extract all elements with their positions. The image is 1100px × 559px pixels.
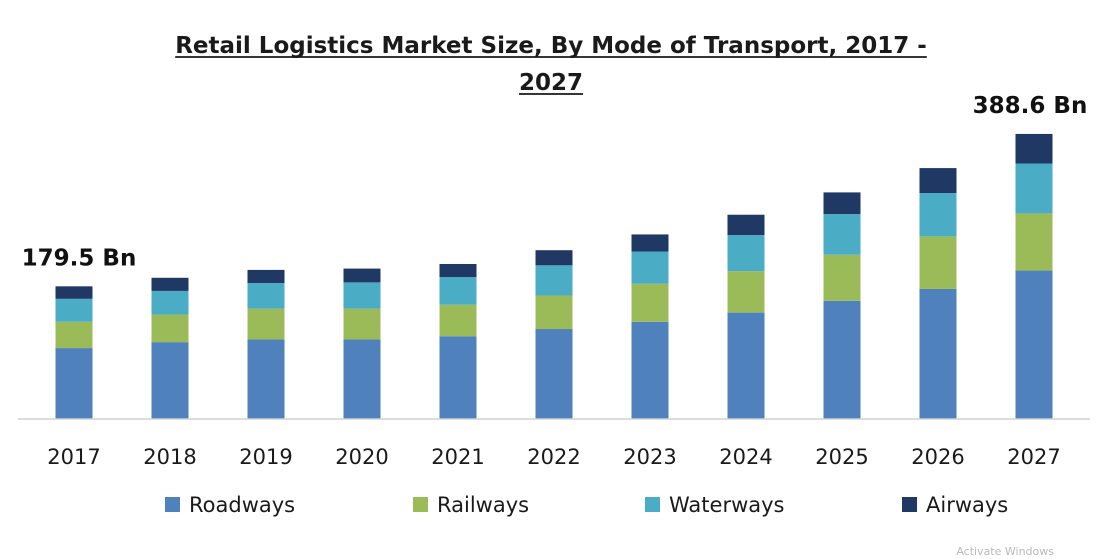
x-tick-2021: 2021 xyxy=(431,445,484,469)
bar-roadways-2023 xyxy=(631,321,669,419)
legend-swatch-airways xyxy=(902,497,917,512)
bar-waterways-2018 xyxy=(151,290,189,315)
bar-roadways-2022 xyxy=(535,329,573,419)
bar-airways-2018 xyxy=(151,277,189,291)
x-tick-2023: 2023 xyxy=(623,445,676,469)
chart-title: Retail Logistics Market Size, By Mode of… xyxy=(175,33,927,96)
bar-roadways-2020 xyxy=(343,339,381,419)
bar-airways-2022 xyxy=(535,250,573,266)
bar-railways-2021 xyxy=(439,304,477,337)
watermark: Activate Windows xyxy=(956,545,1054,558)
x-tick-2019: 2019 xyxy=(239,445,292,469)
bar-railways-2017 xyxy=(55,321,93,349)
x-tick-2020: 2020 xyxy=(335,445,388,469)
data-labels: 179.5 Bn 388.6 Bn xyxy=(22,93,1088,271)
legend-label-roadways: Roadways xyxy=(189,493,295,517)
bar-waterways-2021 xyxy=(439,277,477,305)
chart-title-line-1: Retail Logistics Market Size, By Mode of… xyxy=(175,33,927,59)
chart-title-line-2: 2027 xyxy=(519,70,583,96)
bar-waterways-2024 xyxy=(727,235,765,272)
x-tick-2026: 2026 xyxy=(911,445,964,469)
legend-item-roadways: Roadways xyxy=(165,493,295,517)
bar-roadways-2019 xyxy=(247,339,285,419)
bar-roadways-2024 xyxy=(727,312,765,419)
bar-railways-2025 xyxy=(823,254,861,301)
x-tick-2025: 2025 xyxy=(815,445,868,469)
bar-waterways-2020 xyxy=(343,282,381,309)
bar-railways-2020 xyxy=(343,308,381,340)
bar-railways-2024 xyxy=(727,271,765,313)
x-tick-2017: 2017 xyxy=(47,445,100,469)
legend-item-waterways: Waterways xyxy=(645,493,785,517)
bars xyxy=(55,133,1053,419)
bar-waterways-2017 xyxy=(55,298,93,322)
legend-swatch-roadways xyxy=(165,497,180,512)
bar-railways-2026 xyxy=(919,236,957,289)
legend-swatch-railways xyxy=(413,497,428,512)
bar-airways-2023 xyxy=(631,234,669,252)
bar-airways-2027 xyxy=(1015,133,1053,164)
bar-airways-2017 xyxy=(55,286,93,299)
bar-roadways-2027 xyxy=(1015,270,1053,419)
legend-label-airways: Airways xyxy=(926,493,1008,517)
bar-airways-2026 xyxy=(919,168,957,194)
bar-railways-2019 xyxy=(247,308,285,340)
bar-airways-2025 xyxy=(823,192,861,215)
bar-airways-2019 xyxy=(247,269,285,284)
legend-swatch-waterways xyxy=(645,497,660,512)
bar-railways-2018 xyxy=(151,314,189,343)
bar-waterways-2019 xyxy=(247,283,285,309)
legend-label-waterways: Waterways xyxy=(669,493,785,517)
x-tick-2027: 2027 xyxy=(1007,445,1060,469)
legend-label-railways: Railways xyxy=(437,493,529,517)
bar-roadways-2025 xyxy=(823,300,861,419)
bar-waterways-2027 xyxy=(1015,163,1053,214)
bar-roadways-2017 xyxy=(55,348,93,419)
x-tick-2022: 2022 xyxy=(527,445,580,469)
x-tick-2018: 2018 xyxy=(143,445,196,469)
bar-airways-2020 xyxy=(343,268,381,283)
bar-roadways-2018 xyxy=(151,342,189,419)
bar-waterways-2026 xyxy=(919,193,957,237)
bar-railways-2023 xyxy=(631,283,669,322)
bar-roadways-2026 xyxy=(919,288,957,419)
bar-waterways-2025 xyxy=(823,214,861,255)
bar-waterways-2023 xyxy=(631,251,669,284)
legend-item-railways: Railways xyxy=(413,493,529,517)
x-tick-labels: 2017 2018 2019 2020 2021 2022 2023 2024 2025 2026… xyxy=(47,445,1060,469)
legend: Roadways Railways Waterways Airways xyxy=(165,493,1008,517)
bar-airways-2024 xyxy=(727,214,765,236)
x-tick-2024: 2024 xyxy=(719,445,772,469)
bar-railways-2022 xyxy=(535,295,573,330)
bar-railways-2027 xyxy=(1015,213,1053,271)
bar-airways-2021 xyxy=(439,263,477,278)
bar-waterways-2022 xyxy=(535,265,573,296)
bar-roadways-2021 xyxy=(439,336,477,419)
data-label-2027: 388.6 Bn xyxy=(973,93,1088,119)
data-label-2017: 179.5 Bn xyxy=(22,245,137,271)
legend-item-airways: Airways xyxy=(902,493,1008,517)
